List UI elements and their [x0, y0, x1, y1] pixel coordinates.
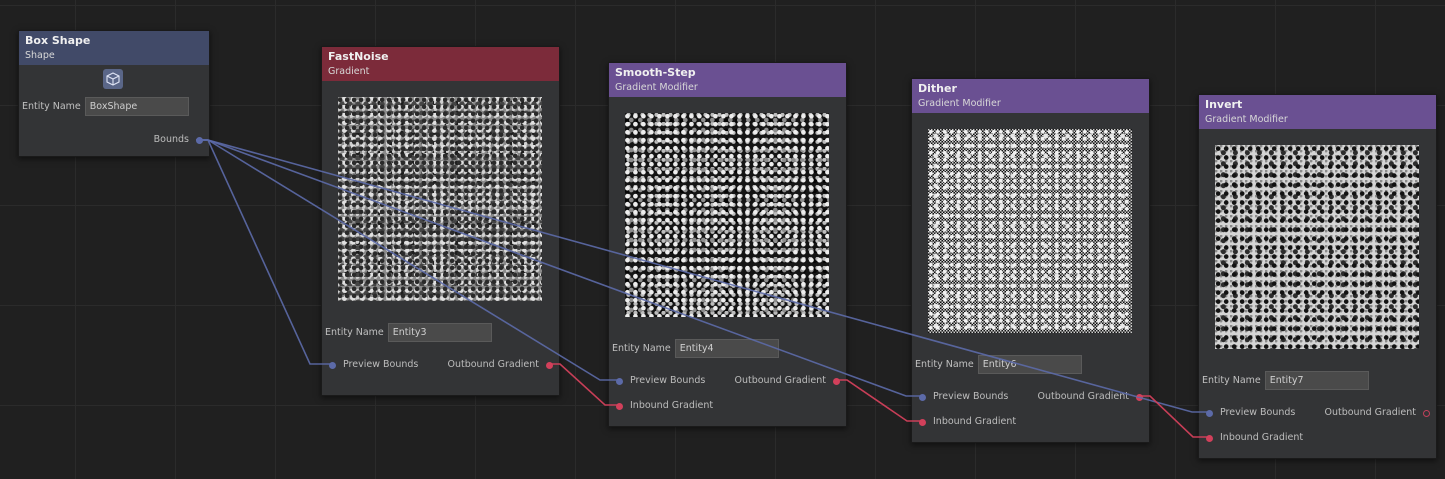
- inbound-gradient-pin[interactable]: [919, 418, 926, 426]
- gradient-preview-image: [338, 97, 542, 301]
- entity-name-label: Entity Name: [915, 359, 974, 370]
- entity-name-field[interactable]: [387, 323, 492, 342]
- preview-bounds-input-pin[interactable]: [616, 377, 623, 385]
- outbound-gradient-label: Outbound Gradient: [447, 359, 539, 370]
- gradient-preview-image: [928, 129, 1132, 333]
- outbound-gradient-pin[interactable]: [833, 377, 840, 385]
- preview-bounds-label: Preview Bounds: [343, 359, 419, 370]
- entity-name-row: Entity Name: [1202, 371, 1369, 390]
- preview-bounds-input-pin[interactable]: [919, 393, 926, 401]
- dither-node[interactable]: Dither Gradient Modifier Entity Name Pre…: [911, 78, 1150, 443]
- outbound-gradient-pin[interactable]: [546, 361, 553, 369]
- outbound-gradient-slot[interactable]: Outbound Gradient: [1324, 407, 1430, 419]
- entity-name-label: Entity Name: [1202, 375, 1261, 386]
- node-title: FastNoise: [328, 50, 389, 63]
- outbound-gradient-slot[interactable]: Outbound Gradient: [447, 359, 553, 371]
- outbound-gradient-label: Outbound Gradient: [1324, 407, 1416, 418]
- preview-bounds-label: Preview Bounds: [933, 391, 1009, 402]
- outbound-gradient-slot[interactable]: Outbound Gradient: [734, 375, 840, 387]
- outbound-gradient-label: Outbound Gradient: [734, 375, 826, 386]
- entity-name-field[interactable]: [1264, 371, 1369, 390]
- outbound-gradient-slot[interactable]: Outbound Gradient: [1037, 391, 1143, 403]
- node-category: Shape: [25, 50, 55, 61]
- inbound-gradient-pin[interactable]: [1206, 434, 1213, 442]
- inbound-gradient-label: Inbound Gradient: [933, 416, 1017, 427]
- node-header[interactable]: Invert Gradient Modifier: [1199, 95, 1436, 129]
- outbound-gradient-label: Outbound Gradient: [1037, 391, 1129, 402]
- node-category: Gradient Modifier: [1205, 114, 1288, 125]
- inbound-gradient-slot[interactable]: Inbound Gradient: [616, 400, 713, 412]
- entity-name-label: Entity Name: [22, 101, 81, 112]
- node-title: Box Shape: [25, 34, 91, 47]
- smooth-step-node[interactable]: Smooth-Step Gradient Modifier Entity Nam…: [608, 62, 847, 427]
- entity-name-row: Entity Name: [325, 323, 492, 342]
- inbound-gradient-slot[interactable]: Inbound Gradient: [1206, 432, 1303, 444]
- outbound-gradient-pin[interactable]: [1423, 409, 1430, 417]
- node-header[interactable]: Dither Gradient Modifier: [912, 79, 1149, 113]
- node-title: Invert: [1205, 98, 1243, 111]
- entity-name-field[interactable]: [84, 97, 189, 116]
- preview-bounds-label: Preview Bounds: [1220, 407, 1296, 418]
- node-title: Smooth-Step: [615, 66, 696, 79]
- entity-name-row: Entity Name: [915, 355, 1082, 374]
- entity-name-field[interactable]: [674, 339, 779, 358]
- node-title: Dither: [918, 82, 957, 95]
- preview-bounds-slot[interactable]: Preview Bounds: [616, 375, 705, 387]
- cube-icon: [106, 72, 120, 86]
- gradient-preview-image: [625, 113, 829, 317]
- entity-name-field[interactable]: [977, 355, 1082, 374]
- bounds-wire-fastnoise: [196, 139, 333, 365]
- inbound-gradient-label: Inbound Gradient: [630, 400, 714, 411]
- entity-name-row: Entity Name: [22, 97, 189, 116]
- inbound-gradient-slot[interactable]: Inbound Gradient: [919, 416, 1016, 428]
- preview-bounds-slot[interactable]: Preview Bounds: [1206, 407, 1295, 419]
- gradient-preview-image: [1215, 145, 1419, 349]
- invert-node[interactable]: Invert Gradient Modifier Entity Name Pre…: [1198, 94, 1437, 459]
- node-category: Gradient: [328, 66, 370, 77]
- preview-bounds-input-pin[interactable]: [1206, 409, 1213, 417]
- box-shape-node[interactable]: Box Shape Shape Entity Name Bounds: [18, 30, 210, 157]
- inbound-gradient-pin[interactable]: [616, 402, 623, 410]
- preview-bounds-slot[interactable]: Preview Bounds: [329, 359, 418, 371]
- bounds-slot[interactable]: Bounds: [154, 134, 203, 146]
- node-category: Gradient Modifier: [918, 98, 1001, 109]
- preview-bounds-slot[interactable]: Preview Bounds: [919, 391, 1008, 403]
- node-category: Gradient Modifier: [615, 82, 698, 93]
- entity-name-label: Entity Name: [612, 343, 671, 354]
- outbound-gradient-pin[interactable]: [1136, 393, 1143, 401]
- bounds-label: Bounds: [153, 134, 189, 145]
- fastnoise-node[interactable]: FastNoise Gradient Entity Name Preview B…: [321, 46, 560, 396]
- entity-name-row: Entity Name: [612, 339, 779, 358]
- entity-name-label: Entity Name: [325, 327, 384, 338]
- gradient-wire-smoothstep-dither: [834, 379, 923, 422]
- box-shape-icon[interactable]: [103, 69, 123, 89]
- node-header[interactable]: FastNoise Gradient: [322, 47, 559, 81]
- node-header[interactable]: Smooth-Step Gradient Modifier: [609, 63, 846, 97]
- preview-bounds-input-pin[interactable]: [329, 361, 336, 369]
- node-header[interactable]: Box Shape Shape: [19, 31, 209, 65]
- bounds-output-pin[interactable]: [196, 136, 203, 144]
- preview-bounds-label: Preview Bounds: [630, 375, 706, 386]
- inbound-gradient-label: Inbound Gradient: [1220, 432, 1304, 443]
